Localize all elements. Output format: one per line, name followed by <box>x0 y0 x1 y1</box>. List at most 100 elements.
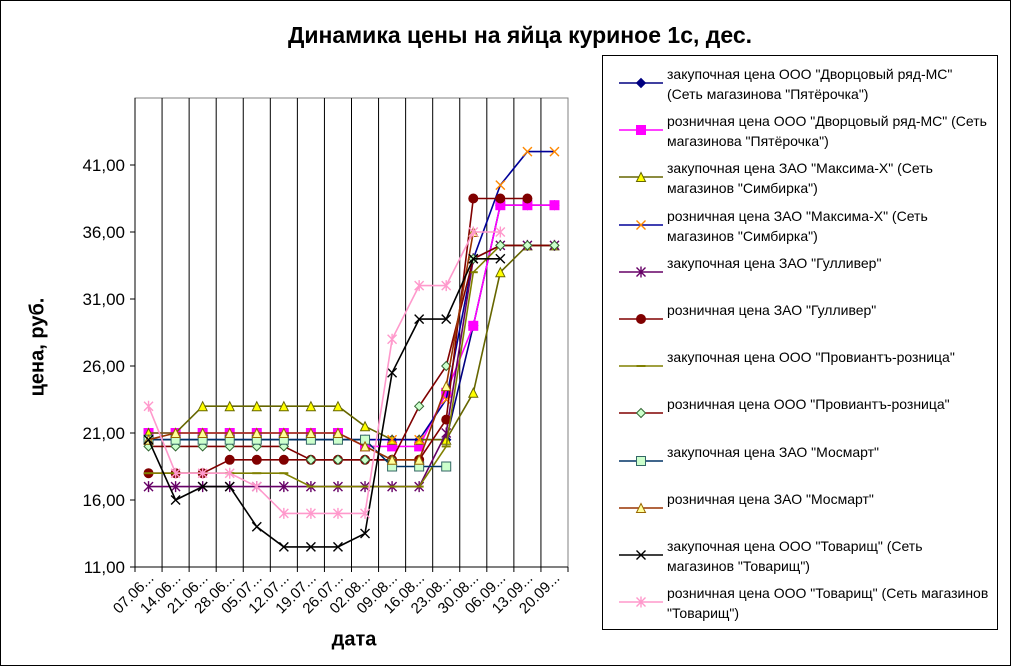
data-point <box>495 193 506 204</box>
series-line <box>148 244 555 461</box>
legend-item: закупочная цена ЗАО "Гулливер" <box>603 253 997 300</box>
legend-item: закупочная цена ООО "Провиантъ-розница" <box>603 347 997 394</box>
data-point <box>197 481 208 492</box>
legend-item: закупочная цена ЗАО "Максима-Х" (Сеть ма… <box>603 158 997 205</box>
legend-label: закупочная цена ЗАО "Максима-Х" (Сеть ма… <box>667 160 933 197</box>
data-point <box>332 400 344 412</box>
data-point <box>224 454 235 465</box>
series-12 <box>143 226 506 519</box>
legend-item: закупочная цена ЗАО "Мосмарт" <box>603 442 997 489</box>
data-point <box>251 521 262 532</box>
legend-swatch <box>619 314 663 324</box>
data-point <box>495 180 506 191</box>
data-point <box>332 507 343 519</box>
data-point <box>495 240 506 251</box>
data-point <box>360 507 371 519</box>
data-point <box>224 400 236 412</box>
legend-item: закупочная цена ООО "Товарищ" (Сеть мага… <box>603 536 997 583</box>
data-point <box>143 400 154 412</box>
data-point <box>278 507 289 519</box>
data-point <box>143 481 154 493</box>
data-point <box>305 507 316 519</box>
data-point <box>468 226 479 238</box>
data-point <box>549 240 560 251</box>
data-point <box>386 454 398 465</box>
data-point <box>305 541 316 552</box>
data-point <box>387 333 398 345</box>
data-point <box>636 455 646 466</box>
series-line <box>147 231 501 515</box>
data-point <box>549 200 560 211</box>
legend-swatch <box>619 365 663 368</box>
legend-swatch <box>619 77 663 89</box>
legend-swatch <box>619 125 663 136</box>
data-point <box>251 427 263 438</box>
data-point <box>636 314 646 324</box>
data-point <box>549 146 560 157</box>
data-point <box>143 434 154 445</box>
legend-item: розничная цена ООО "Провиантъ-розница" <box>603 394 997 441</box>
y-tick-label: 21,00 <box>82 424 125 443</box>
data-point <box>251 400 263 412</box>
data-point <box>635 171 647 183</box>
legend-item: розничная цена ООО "Дворцовый ряд-МС" (С… <box>603 111 997 158</box>
data-point <box>359 454 371 466</box>
data-point <box>170 495 181 505</box>
legend-label: закупочная цена ООО "Товарищ" (Сеть мага… <box>667 538 923 574</box>
y-tick-label: 26,00 <box>82 357 125 376</box>
data-point <box>387 367 398 378</box>
y-tick-label: 36,00 <box>82 223 125 242</box>
data-point <box>441 280 452 292</box>
data-point <box>197 400 208 412</box>
y-tick-label: 16,00 <box>82 491 125 510</box>
y-tick-label: 11,00 <box>84 558 125 577</box>
data-point <box>635 502 647 513</box>
legend-item: розничная цена ООО "Товарищ" (Сеть магаз… <box>603 583 997 630</box>
data-point <box>251 481 262 493</box>
data-point <box>522 146 533 157</box>
series-10 <box>143 226 479 465</box>
data-point <box>197 467 208 479</box>
legend-item: розничная цена ЗАО "Гулливер" <box>603 300 997 347</box>
data-point <box>413 400 425 412</box>
data-point <box>278 427 290 438</box>
data-point <box>305 427 317 438</box>
series-line <box>147 258 501 548</box>
data-point <box>635 408 647 419</box>
legend-item: розничная цена ЗАО "Мосмарт" <box>603 489 997 536</box>
data-point <box>170 467 181 479</box>
data-point <box>414 314 425 325</box>
data-point <box>495 266 506 278</box>
y-tick-label: 31,00 <box>82 290 125 309</box>
data-point <box>441 461 452 472</box>
data-point <box>636 266 646 278</box>
data-point <box>635 77 647 89</box>
legend-label: розничная цена ЗАО "Максима-Х" (Сеть маг… <box>667 207 928 244</box>
data-point <box>467 387 479 398</box>
legend-swatch <box>619 408 663 419</box>
data-point <box>468 320 479 331</box>
data-point <box>522 193 533 204</box>
legend-label: розничная цена ООО "Дворцовый ряд-МС" (С… <box>667 113 987 150</box>
data-point <box>440 380 452 392</box>
data-point <box>305 400 317 412</box>
legend-swatch <box>619 219 663 230</box>
legend-swatch <box>619 550 663 560</box>
data-point <box>251 454 262 465</box>
data-point <box>468 253 479 264</box>
legend-label: розничная цена ООО "Провиантъ-розница" <box>667 396 950 413</box>
legend-label: закупочная цена ООО "Провиантъ-розница" <box>667 349 955 366</box>
data-point <box>359 420 371 432</box>
data-point <box>522 240 533 251</box>
data-point <box>170 481 181 493</box>
data-point <box>170 427 181 438</box>
data-point <box>305 454 317 466</box>
legend-label: закупочная цена ЗАО "Гулливер" <box>667 254 882 271</box>
data-point <box>224 427 236 438</box>
data-point <box>224 467 235 479</box>
data-point <box>197 427 208 438</box>
legend-swatch <box>619 502 663 513</box>
data-point <box>278 541 289 552</box>
data-point <box>332 541 343 552</box>
